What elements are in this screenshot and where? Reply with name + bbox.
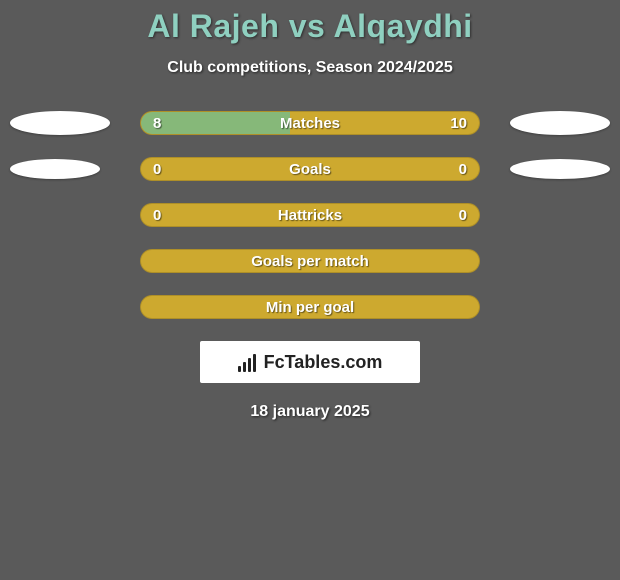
page-subtitle: Club competitions, Season 2024/2025 xyxy=(0,59,620,77)
page-title: Al Rajeh vs Alqaydhi xyxy=(0,0,620,45)
brand-text: FcTables.com xyxy=(264,352,383,373)
player-left-marker xyxy=(10,159,100,179)
stat-bar: Min per goal xyxy=(140,295,480,319)
stat-bar: 8 Matches 10 xyxy=(140,111,480,135)
stat-label: Min per goal xyxy=(141,296,479,318)
bar-chart-icon xyxy=(238,352,258,372)
stat-value-right: 10 xyxy=(450,112,467,134)
stat-label: Hattricks xyxy=(141,204,479,226)
date-label: 18 january 2025 xyxy=(0,403,620,421)
stat-label: Matches xyxy=(141,112,479,134)
stat-row: Goals per match xyxy=(0,249,620,273)
brand-badge: FcTables.com xyxy=(200,341,420,383)
stat-row: 0 Hattricks 0 xyxy=(0,203,620,227)
player-left-marker xyxy=(10,111,110,135)
comparison-infographic: Al Rajeh vs Alqaydhi Club competitions, … xyxy=(0,0,620,580)
stat-label: Goals per match xyxy=(141,250,479,272)
stat-row: 0 Goals 0 xyxy=(0,157,620,181)
stat-value-right: 0 xyxy=(459,204,467,226)
player-right-marker xyxy=(510,111,610,135)
stat-row: Min per goal xyxy=(0,295,620,319)
stat-value-right: 0 xyxy=(459,158,467,180)
player-right-marker xyxy=(510,159,610,179)
stat-bar: 0 Hattricks 0 xyxy=(140,203,480,227)
stat-bar: 0 Goals 0 xyxy=(140,157,480,181)
stat-label: Goals xyxy=(141,158,479,180)
stats-container: 8 Matches 10 0 Goals 0 0 Hattricks xyxy=(0,111,620,319)
stat-bar: Goals per match xyxy=(140,249,480,273)
stat-row: 8 Matches 10 xyxy=(0,111,620,135)
